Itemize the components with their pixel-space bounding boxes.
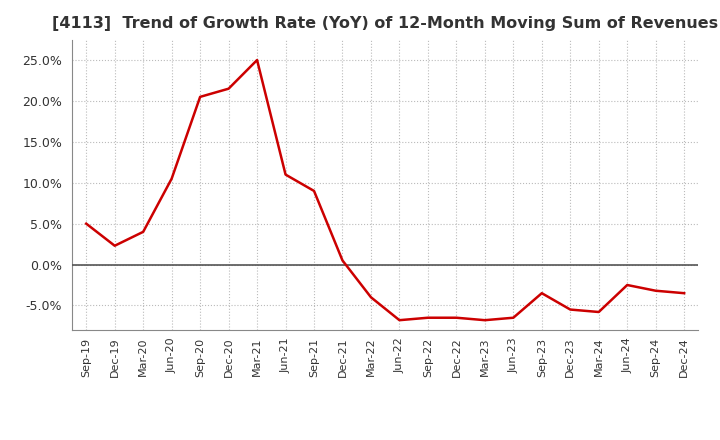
Title: [4113]  Trend of Growth Rate (YoY) of 12-Month Moving Sum of Revenues: [4113] Trend of Growth Rate (YoY) of 12-… [52,16,719,32]
